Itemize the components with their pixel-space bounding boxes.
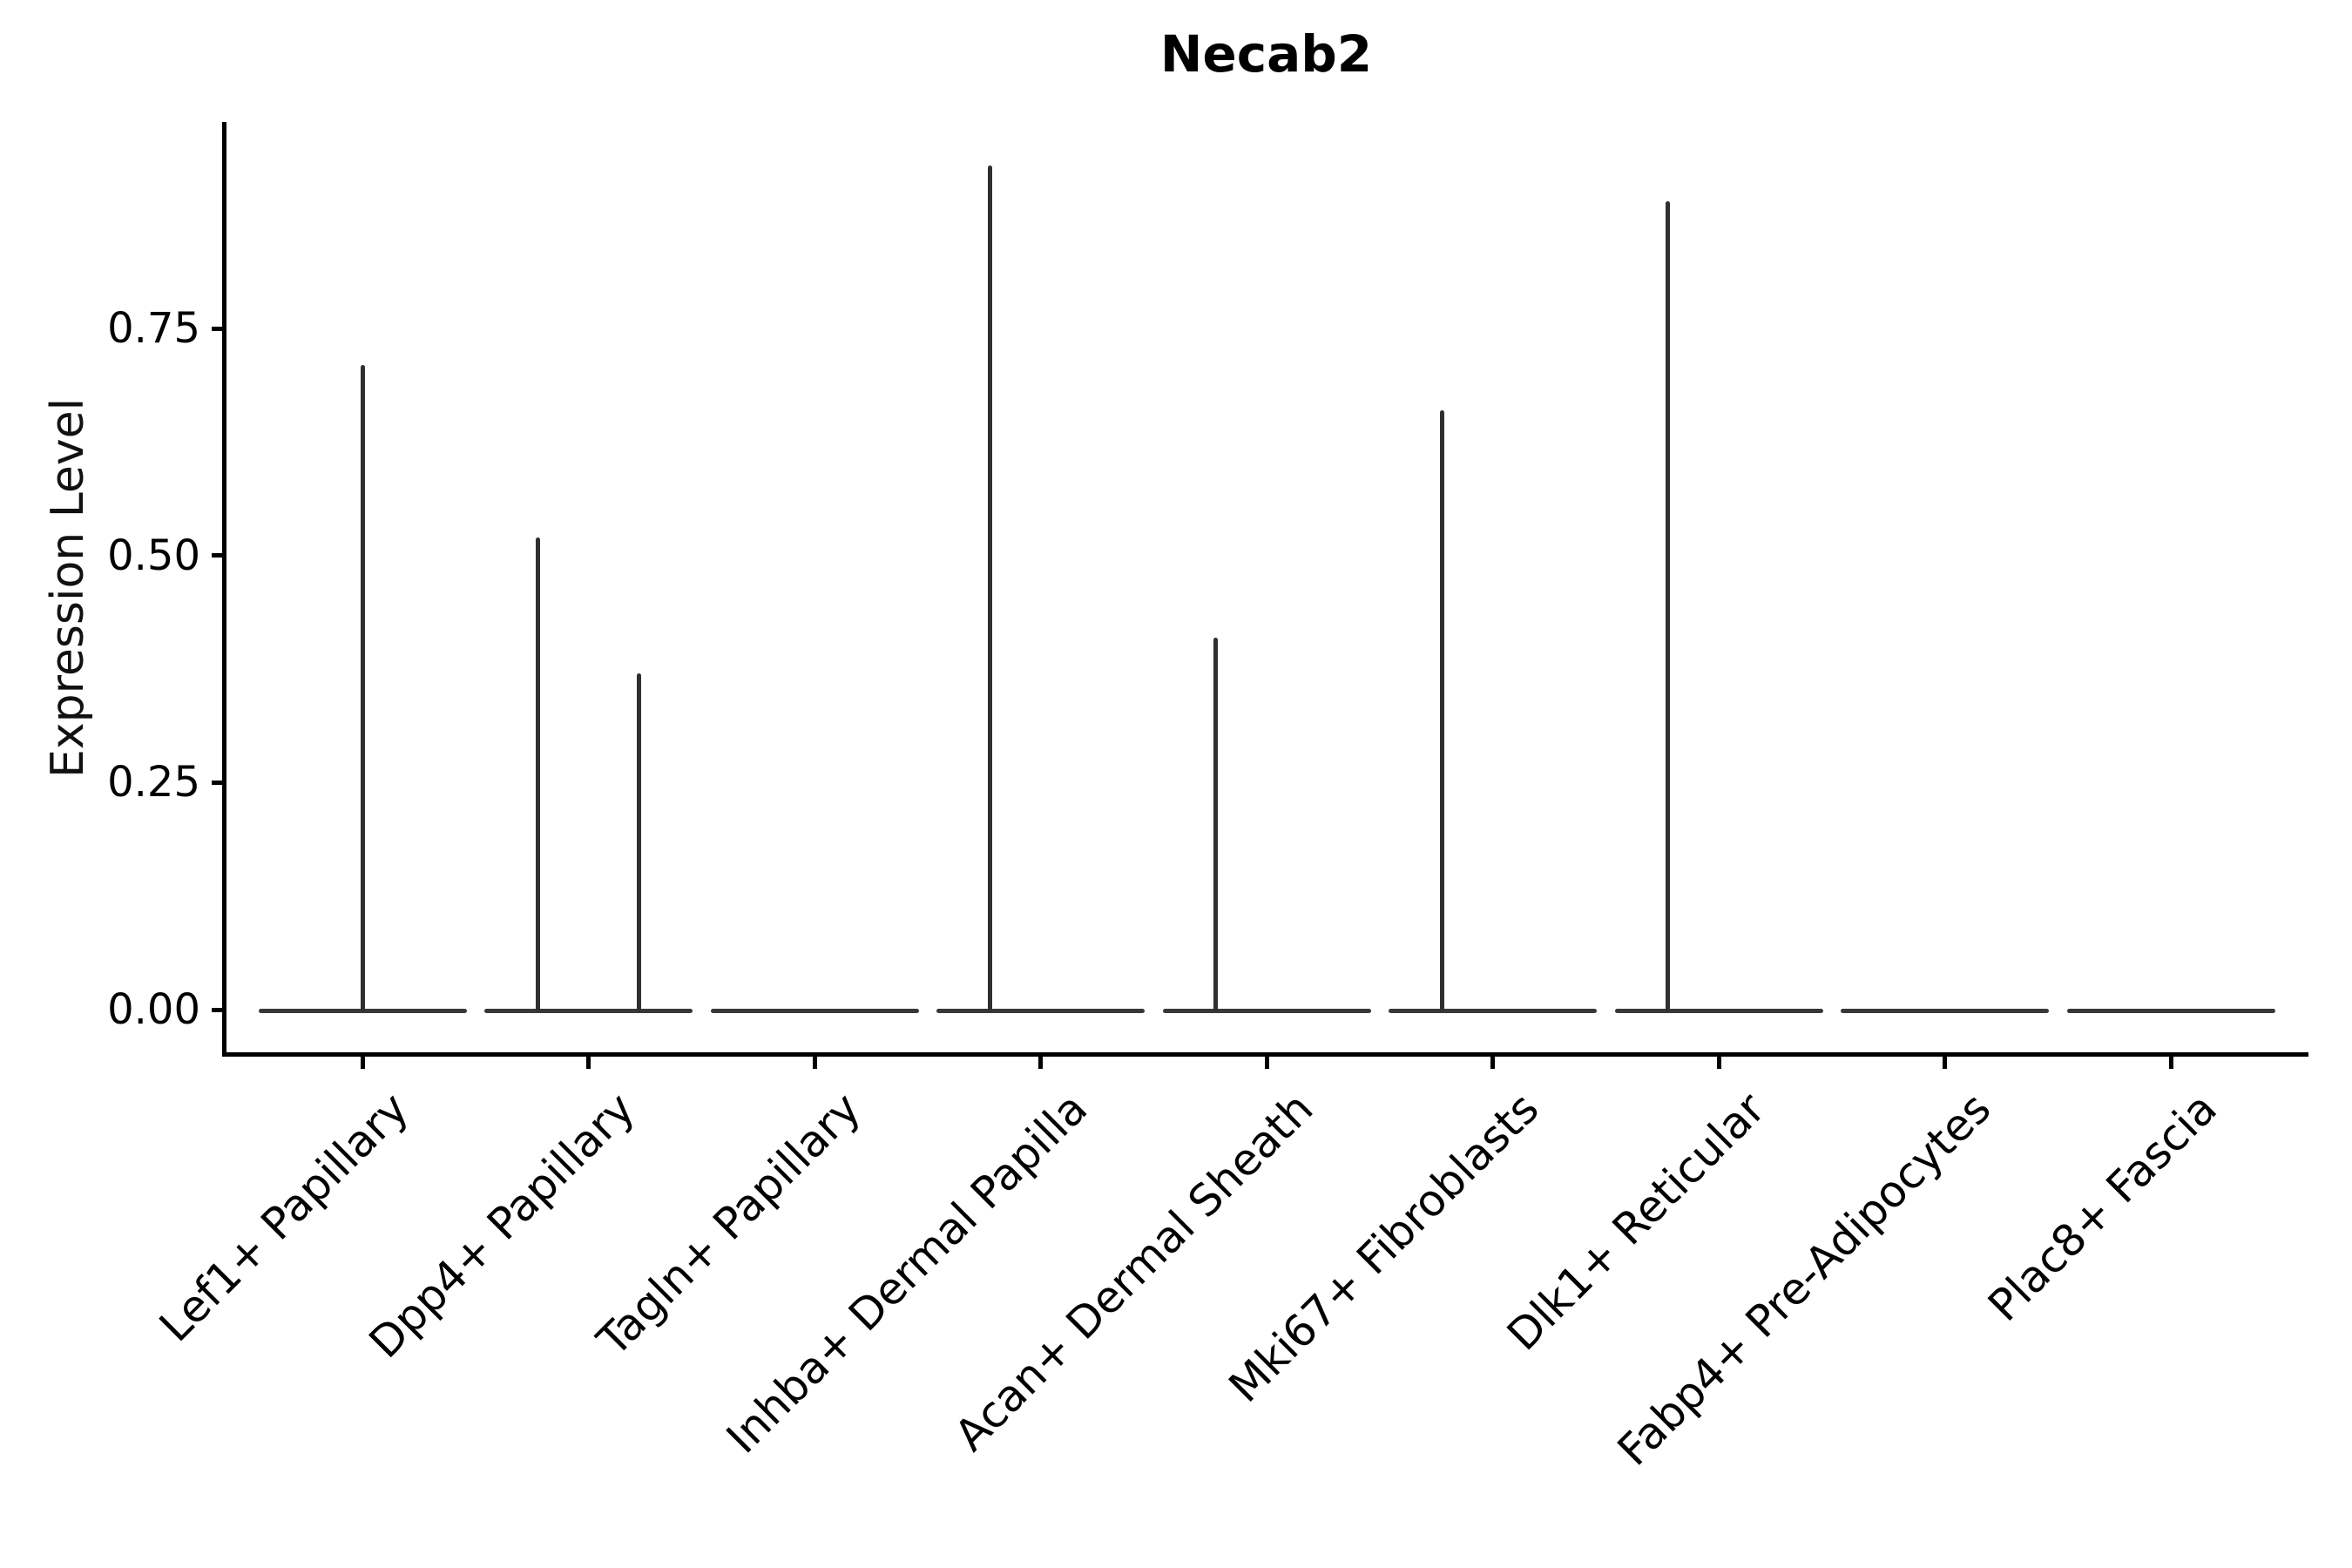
x-tick-label: Inhba+ Dermal Papilla [716, 1083, 1097, 1463]
violin-baseline [484, 1009, 693, 1013]
y-tick-label: 0.75 [107, 304, 200, 354]
violin-baseline [1841, 1009, 2049, 1013]
violin-baseline [1389, 1009, 1597, 1013]
x-tick-label: Acan+ Dermal Sheath [944, 1083, 1323, 1461]
y-tick-mark [212, 326, 224, 331]
violin-spike [987, 165, 992, 1011]
violin-spike [535, 537, 540, 1011]
x-tick-mark [586, 1056, 591, 1069]
y-tick-label: 0.25 [107, 758, 200, 808]
y-tick-label: 0.50 [107, 531, 200, 580]
violin-spike [637, 673, 642, 1011]
x-tick-mark [2168, 1056, 2173, 1069]
violin-baseline [936, 1009, 1145, 1013]
chart-title: Necab2 [1159, 24, 1373, 84]
x-tick-mark [360, 1056, 365, 1069]
x-tick-mark [1716, 1056, 1721, 1069]
violin-spike [360, 364, 365, 1011]
x-tick-mark [1490, 1056, 1495, 1069]
violin-baseline [2066, 1009, 2275, 1013]
violin-spike [1666, 201, 1671, 1011]
y-tick-mark [212, 553, 224, 558]
violin-spike [1213, 637, 1219, 1011]
y-tick-mark [212, 1007, 224, 1012]
violin-baseline [1162, 1009, 1371, 1013]
x-axis-spine [222, 1052, 2308, 1057]
violin-baseline [710, 1009, 919, 1013]
y-tick-mark [212, 780, 224, 785]
x-tick-label: Fabp4+ Pre-Adipocytes [1608, 1083, 2001, 1476]
x-tick-mark [1943, 1056, 1947, 1069]
y-tick-label: 0.00 [107, 985, 200, 1034]
x-tick-mark [1038, 1056, 1043, 1069]
x-tick-label: Lef1+ Papillary [150, 1083, 419, 1352]
y-axis-spine [222, 122, 226, 1057]
x-tick-mark [1264, 1056, 1269, 1069]
x-tick-label: Plac8+ Fascia [1978, 1083, 2227, 1332]
violin-baseline [1614, 1009, 1823, 1013]
violin-spike [1439, 410, 1444, 1011]
x-tick-mark [812, 1056, 817, 1069]
